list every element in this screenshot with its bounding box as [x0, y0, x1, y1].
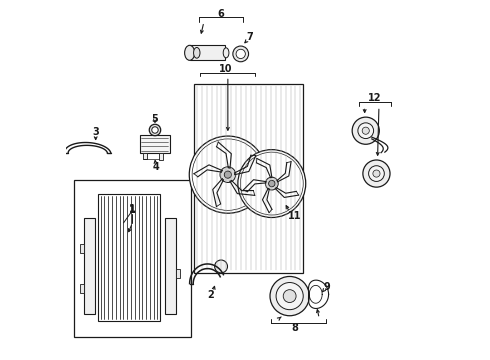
- Text: 8: 8: [292, 323, 298, 333]
- Text: 10: 10: [219, 64, 232, 74]
- Circle shape: [224, 171, 231, 178]
- Ellipse shape: [185, 45, 195, 60]
- Ellipse shape: [194, 48, 200, 58]
- Bar: [80, 284, 84, 293]
- Circle shape: [266, 177, 278, 190]
- Circle shape: [363, 160, 390, 187]
- Circle shape: [368, 166, 384, 181]
- Bar: [165, 217, 176, 314]
- Bar: [143, 153, 147, 159]
- Circle shape: [241, 152, 303, 215]
- Bar: [74, 180, 192, 337]
- Bar: [83, 217, 95, 314]
- Circle shape: [358, 123, 373, 139]
- Text: 1: 1: [129, 205, 136, 215]
- Text: 2: 2: [208, 290, 215, 300]
- Ellipse shape: [223, 48, 229, 58]
- Circle shape: [233, 46, 248, 62]
- Bar: [98, 194, 160, 321]
- Circle shape: [283, 290, 296, 302]
- Text: 9: 9: [324, 282, 331, 292]
- Circle shape: [236, 49, 245, 59]
- Circle shape: [269, 180, 275, 187]
- Text: 11: 11: [288, 211, 301, 221]
- Circle shape: [189, 136, 267, 213]
- Circle shape: [192, 139, 264, 210]
- Circle shape: [238, 150, 306, 217]
- Text: 5: 5: [151, 113, 158, 123]
- Text: 7: 7: [246, 32, 253, 42]
- Circle shape: [373, 170, 380, 177]
- Circle shape: [149, 124, 161, 136]
- Bar: [80, 244, 84, 253]
- Circle shape: [220, 167, 236, 183]
- Bar: [176, 269, 180, 278]
- Text: 6: 6: [218, 9, 224, 19]
- Circle shape: [270, 276, 309, 316]
- Bar: [159, 153, 163, 160]
- Bar: [140, 135, 170, 153]
- Circle shape: [215, 260, 227, 273]
- Text: 4: 4: [152, 162, 159, 172]
- Bar: [190, 45, 225, 60]
- Bar: [194, 84, 303, 273]
- Text: 1: 1: [129, 203, 136, 213]
- Text: 3: 3: [92, 127, 99, 137]
- Circle shape: [352, 117, 379, 144]
- Circle shape: [276, 283, 303, 310]
- Text: 12: 12: [368, 93, 381, 103]
- Circle shape: [362, 127, 369, 134]
- Circle shape: [152, 127, 158, 133]
